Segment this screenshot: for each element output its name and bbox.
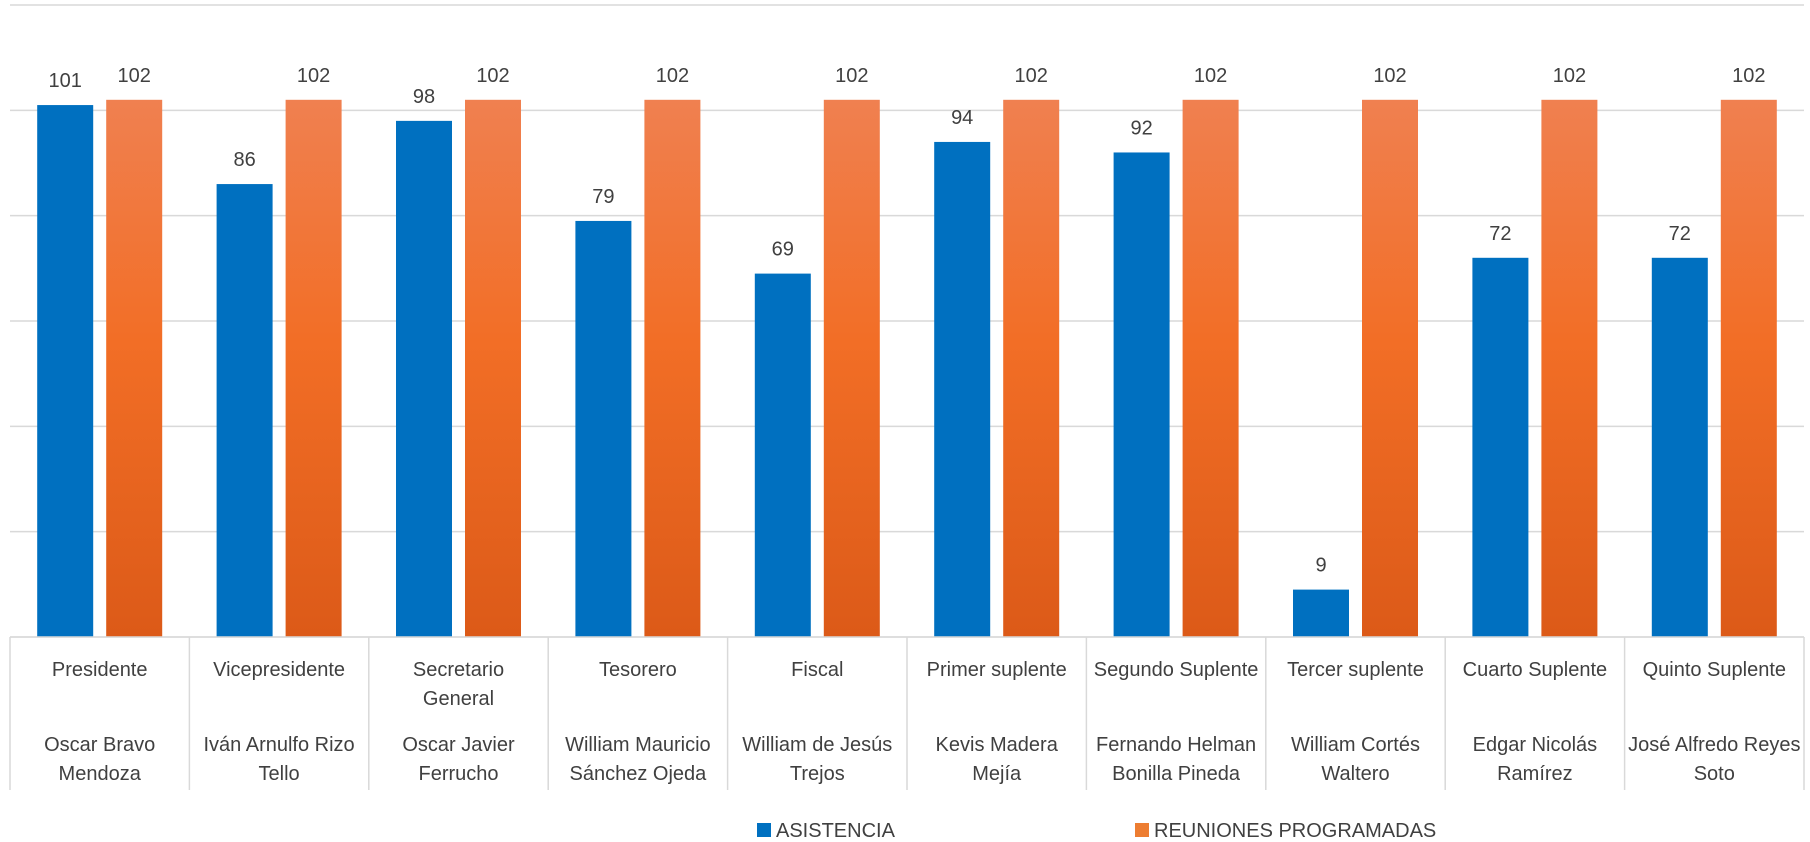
legend: ASISTENCIA REUNIONES PROGRAMADAS bbox=[757, 820, 1436, 842]
category-name-label: Oscar Javier bbox=[402, 734, 515, 756]
category-name-label: Fernando Helman bbox=[1096, 734, 1256, 756]
reuniones-value-label: 102 bbox=[656, 65, 689, 87]
category-role-label: Presidente bbox=[52, 659, 148, 681]
category-name-label: Mejía bbox=[972, 763, 1022, 785]
reuniones-value-label: 102 bbox=[1732, 65, 1765, 87]
asistencia-value-label: 69 bbox=[772, 239, 794, 261]
reuniones-bar bbox=[1362, 99, 1418, 638]
category-role-label: Cuarto Suplente bbox=[1463, 659, 1608, 681]
category-role-label: Tesorero bbox=[599, 659, 677, 681]
asistencia-value-label: 72 bbox=[1669, 223, 1691, 245]
category-name-label: Edgar Nicolás bbox=[1473, 734, 1598, 756]
asistencia-bar bbox=[1651, 257, 1708, 637]
asistencia-value-label: 86 bbox=[233, 149, 255, 171]
category-role-label: Segundo Suplente bbox=[1094, 659, 1259, 681]
category-name-label: Tello bbox=[259, 763, 300, 785]
asistencia-value-label: 98 bbox=[413, 86, 435, 108]
category-name-label: Soto bbox=[1694, 763, 1735, 785]
reuniones-value-label: 102 bbox=[476, 65, 509, 87]
category-name-label: Mendoza bbox=[59, 763, 142, 785]
category-name-label: Waltero bbox=[1321, 763, 1389, 785]
category-name-label: José Alfredo Reyes bbox=[1628, 734, 1800, 756]
category-role-label: Secretario bbox=[413, 659, 504, 681]
legend-label-asistencia: ASISTENCIA bbox=[776, 820, 896, 842]
asistencia-bar bbox=[934, 141, 991, 637]
asistencia-bar bbox=[37, 105, 94, 638]
category-axis-table: Presidente Oscar Bravo Mendoza Vicepresiden… bbox=[9, 636, 1805, 790]
reuniones-bar bbox=[644, 99, 701, 638]
category-role-label: Vicepresidente bbox=[213, 659, 345, 681]
category-name-label: William Cortés bbox=[1291, 734, 1420, 756]
reuniones-bar bbox=[1182, 99, 1239, 638]
reuniones-value-label: 102 bbox=[297, 65, 330, 87]
category-name-label: Iván Arnulfo Rizo bbox=[203, 734, 354, 756]
reuniones-bar bbox=[285, 99, 342, 638]
reuniones-bar bbox=[1003, 99, 1060, 638]
asistencia-bar bbox=[1113, 152, 1170, 637]
gridlines bbox=[10, 4, 1804, 638]
reuniones-value-label: 102 bbox=[1194, 65, 1227, 87]
category-role-label: General bbox=[423, 688, 494, 710]
category-name-label: Ramírez bbox=[1497, 763, 1573, 785]
reuniones-bar bbox=[823, 99, 880, 638]
category-name-label: Oscar Bravo bbox=[44, 734, 155, 756]
reuniones-bar bbox=[106, 99, 163, 638]
asistencia-value-label: 72 bbox=[1489, 223, 1511, 245]
asistencia-value-label: 101 bbox=[49, 70, 82, 92]
category-role-label: Quinto Suplente bbox=[1643, 659, 1786, 681]
asistencia-value-label: 92 bbox=[1130, 117, 1152, 139]
asistencia-bar bbox=[216, 184, 273, 638]
reuniones-value-label: 102 bbox=[1373, 65, 1406, 87]
category-name-label: Kevis Madera bbox=[936, 734, 1059, 756]
legend-label-reuniones: REUNIONES PROGRAMADAS bbox=[1154, 820, 1436, 842]
asistencia-bar bbox=[1293, 589, 1349, 637]
reuniones-value-label: 102 bbox=[1553, 65, 1586, 87]
reuniones-value-label: 102 bbox=[835, 65, 868, 87]
category-role-label: Fiscal bbox=[791, 659, 843, 681]
asistencia-value-label: 94 bbox=[951, 107, 973, 129]
category-name-label: William de Jesús bbox=[742, 734, 892, 756]
reuniones-bar bbox=[1720, 99, 1777, 638]
category-name-label: Ferrucho bbox=[418, 763, 498, 785]
legend-swatch-reuniones bbox=[1135, 823, 1149, 837]
category-name-label: Trejos bbox=[790, 763, 845, 785]
asistencia-bar bbox=[754, 273, 811, 637]
legend-swatch-asistencia bbox=[757, 823, 771, 837]
category-name-label: Sánchez Ojeda bbox=[570, 763, 708, 785]
bars bbox=[37, 99, 1777, 638]
asistencia-value-label: 79 bbox=[592, 186, 614, 208]
category-name-label: William Mauricio bbox=[565, 734, 711, 756]
reuniones-bar bbox=[1541, 99, 1598, 638]
asistencia-bar bbox=[575, 220, 632, 637]
category-role-label: Tercer suplente bbox=[1287, 659, 1424, 681]
asistencia-value-label: 9 bbox=[1315, 555, 1326, 577]
category-role-label: Primer suplente bbox=[927, 659, 1067, 681]
reuniones-bar bbox=[465, 99, 521, 638]
category-name-label: Bonilla Pineda bbox=[1112, 763, 1241, 785]
asistencia-bar bbox=[1472, 257, 1529, 637]
reuniones-value-label: 102 bbox=[1015, 65, 1048, 87]
reuniones-value-label: 102 bbox=[118, 65, 151, 87]
asistencia-bar bbox=[396, 120, 452, 637]
data-labels: 101 86 98 79 69 94 92 9 72 72 102 102 102 102 102 102 10… bbox=[49, 65, 1766, 577]
